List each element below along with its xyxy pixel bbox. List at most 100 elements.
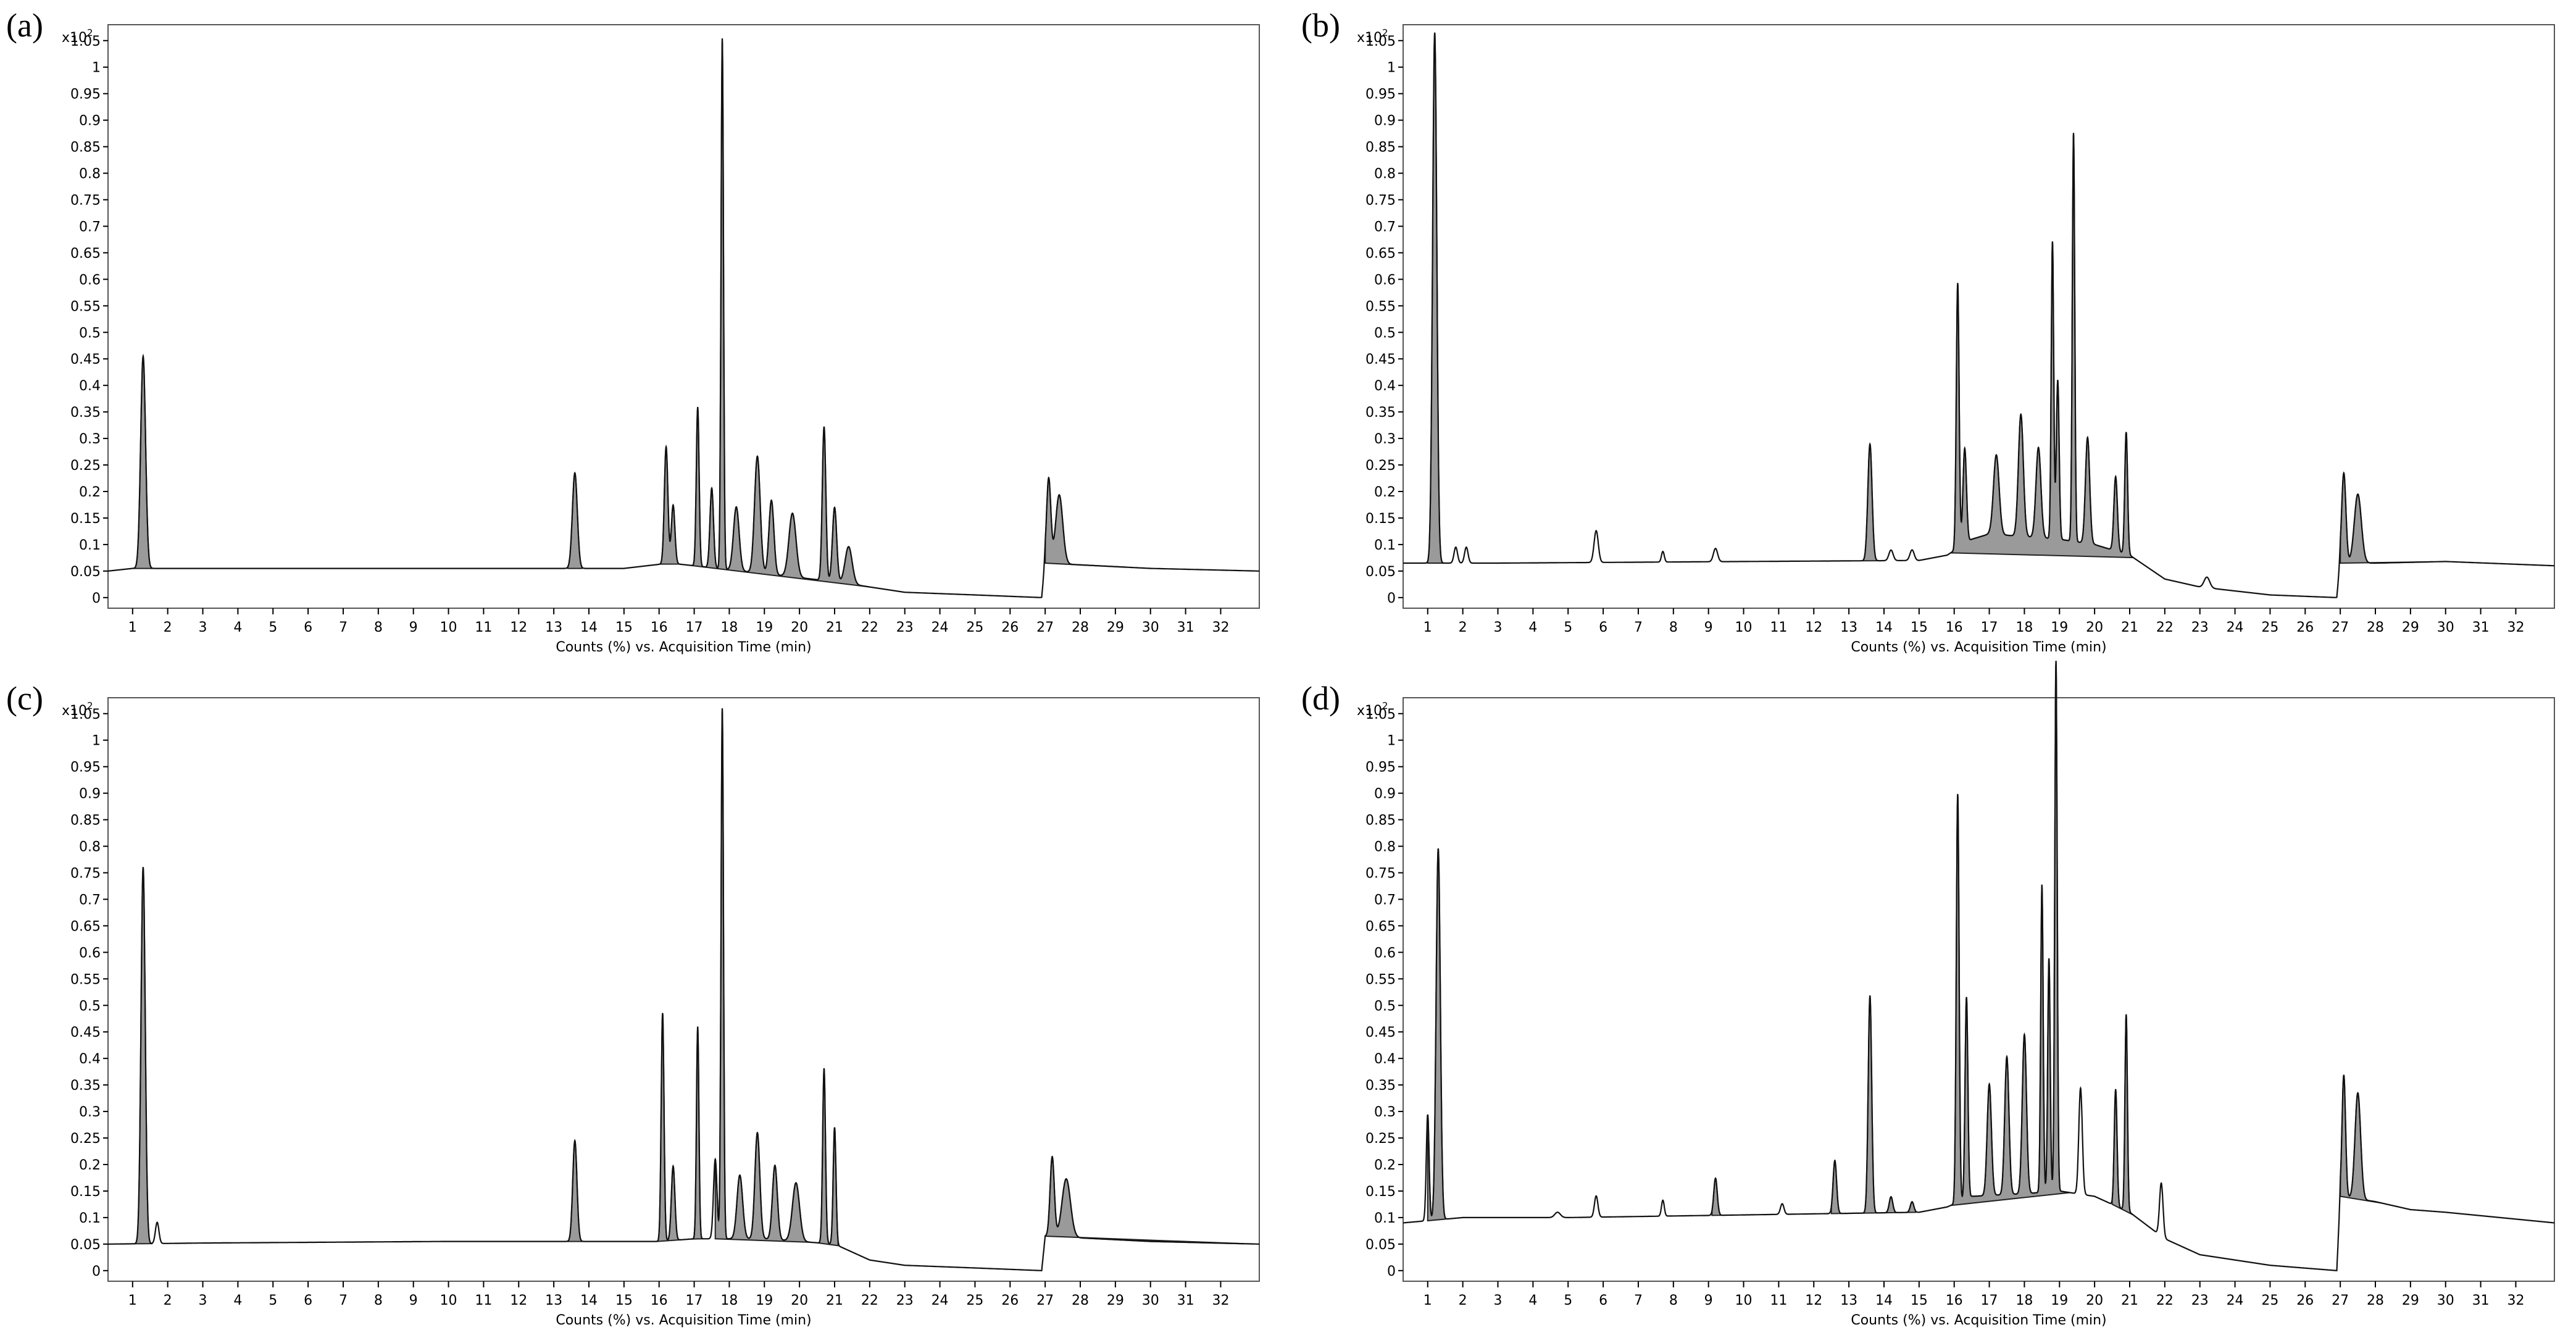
x-axis-title: Counts (%) vs. Acquisition Time (min) xyxy=(1851,640,2106,655)
y-tick-label: 0.15 xyxy=(70,511,101,527)
x-tick-label: 19 xyxy=(2051,1293,2068,1308)
chart-panel-d: (d) 0 0.05 0.1 0.15 0.2 0.25 0.3 0.35 0.4 0.45 0.5… xyxy=(1301,661,2561,1328)
x-tick-label: 11 xyxy=(1770,1293,1787,1308)
y-tick-label: 0.2 xyxy=(79,485,101,500)
x-tick-label: 3 xyxy=(1494,1293,1503,1308)
x-tick-label: 1 xyxy=(128,620,137,635)
chart-panel-c: (c) 0 0.05 0.1 0.15 0.2 0.25 0.3 0.35 0.4 0.45 0.5… xyxy=(6,679,1265,1328)
x-tick-label: 2 xyxy=(164,1293,172,1308)
y-tick-label: 0.65 xyxy=(1365,919,1396,934)
y-tick-label: 0.1 xyxy=(1374,1211,1396,1226)
plot-frame xyxy=(107,697,1260,1282)
plot-frame xyxy=(1403,24,2555,609)
x-tick-label: 23 xyxy=(2191,620,2209,635)
x-tick-label: 32 xyxy=(2507,620,2524,635)
x-tick-label: 30 xyxy=(2437,1293,2454,1308)
x-tick-label: 4 xyxy=(233,1293,242,1308)
chromatogram-chart: 0 0.05 0.1 0.15 0.2 0.25 0.3 0.35 0.4 0.45 0.5 0.55… xyxy=(62,697,1260,1328)
x-tick-label: 18 xyxy=(2015,1293,2033,1308)
x-tick-label: 7 xyxy=(1634,620,1643,635)
x-tick-label: 31 xyxy=(1177,620,1194,635)
chromatogram-trace xyxy=(107,38,1260,598)
chromatogram-trace xyxy=(1403,661,2555,1271)
x-tick-label: 24 xyxy=(2227,620,2244,635)
x-tick-label: 16 xyxy=(651,1293,668,1308)
x-tick-label: 21 xyxy=(2121,620,2138,635)
x-tick-label: 26 xyxy=(2296,1293,2314,1308)
x-tick-label: 7 xyxy=(339,1293,348,1308)
x-tick-label: 23 xyxy=(2191,1293,2209,1308)
x-tick-label: 19 xyxy=(756,1293,773,1308)
x-tick-label: 28 xyxy=(1072,620,1089,635)
x-tick-label: 12 xyxy=(1805,1293,1822,1308)
chromatogram-chart: 0 0.05 0.1 0.15 0.2 0.25 0.3 0.35 0.4 0.45 0.5 0.55… xyxy=(1357,24,2555,655)
x-tick-label: 10 xyxy=(440,1293,457,1308)
y-tick-label: 0.35 xyxy=(70,405,101,420)
y-tick-label: 0.95 xyxy=(70,760,101,776)
y-tick-label: 0.4 xyxy=(79,379,101,394)
x-tick-label: 31 xyxy=(2472,1293,2490,1308)
x-tick-label: 14 xyxy=(1875,620,1893,635)
y-tick-label: 0.85 xyxy=(1365,813,1396,829)
y-tick-label: 0.45 xyxy=(1365,352,1396,367)
x-tick-label: 13 xyxy=(1840,1293,1857,1308)
x-tick-label: 21 xyxy=(826,1293,843,1308)
x-tick-label: 24 xyxy=(2227,1293,2244,1308)
y-tick-label: 0.3 xyxy=(79,432,101,447)
y-tick-label: 0.15 xyxy=(1365,511,1396,527)
chromatogram-trace xyxy=(1403,32,2554,598)
x-tick-label: 28 xyxy=(2367,1293,2384,1308)
y-tick-label: 0 xyxy=(92,1264,101,1279)
x-tick-label: 14 xyxy=(580,1293,598,1308)
y-tick-label: 0.9 xyxy=(79,114,101,129)
y-tick-label: 0.4 xyxy=(1374,379,1396,394)
x-tick-label: 4 xyxy=(1528,1293,1537,1308)
x-tick-label: 9 xyxy=(1704,620,1713,635)
x-tick-label: 15 xyxy=(1911,620,1928,635)
y-tick-label: 0.25 xyxy=(70,1131,101,1147)
x-tick-label: 16 xyxy=(1946,620,1963,635)
x-tick-label: 29 xyxy=(1107,1293,1124,1308)
x-tick-label: 1 xyxy=(1423,1293,1432,1308)
x-tick-label: 5 xyxy=(269,1293,277,1308)
x-tick-label: 8 xyxy=(1669,620,1678,635)
x-tick-label: 31 xyxy=(2472,620,2490,635)
y-tick-label: 0.5 xyxy=(1374,998,1396,1014)
y-tick-label: 0.25 xyxy=(1365,1131,1396,1147)
panel-label: (c) xyxy=(6,680,43,717)
x-tick-label: 27 xyxy=(2332,620,2349,635)
x-tick-label: 29 xyxy=(2402,1293,2419,1308)
x-tick-label: 5 xyxy=(269,620,277,635)
y-tick-label: 0.55 xyxy=(70,972,101,987)
x-tick-label: 4 xyxy=(1528,620,1537,635)
x-tick-label: 10 xyxy=(1735,1293,1753,1308)
y-tick-label: 0.8 xyxy=(1374,167,1396,182)
x-tick-label: 3 xyxy=(1494,620,1503,635)
y-tick-label: 0.75 xyxy=(70,866,101,882)
y-tick-label: 0.05 xyxy=(70,1237,101,1253)
x-tick-label: 13 xyxy=(545,620,562,635)
y-tick-label: 0.75 xyxy=(1365,866,1396,882)
x-tick-label: 26 xyxy=(1001,620,1019,635)
y-tick-label: 0.15 xyxy=(1365,1184,1396,1200)
x-tick-label: 17 xyxy=(686,620,703,635)
y-tick-label: 0.3 xyxy=(1374,432,1396,447)
y-tick-label: 0.75 xyxy=(70,193,101,209)
y-tick-label: 0.05 xyxy=(1365,1237,1396,1253)
x-tick-label: 17 xyxy=(686,1293,703,1308)
y-tick-label: 0.6 xyxy=(1374,945,1396,961)
x-tick-label: 6 xyxy=(304,620,312,635)
x-tick-label: 11 xyxy=(1770,620,1787,635)
x-tick-label: 26 xyxy=(1001,1293,1019,1308)
y-tick-label: 0.45 xyxy=(1365,1025,1396,1040)
x-tick-label: 16 xyxy=(1946,1293,1963,1308)
x-tick-label: 30 xyxy=(2437,620,2454,635)
x-tick-label: 32 xyxy=(2507,1293,2524,1308)
x-tick-label: 25 xyxy=(966,620,983,635)
x-tick-label: 7 xyxy=(1634,1293,1643,1308)
x-tick-label: 23 xyxy=(896,620,914,635)
x-tick-label: 15 xyxy=(615,620,633,635)
x-tick-label: 3 xyxy=(199,1293,207,1308)
y-tick-label: 0.3 xyxy=(79,1105,101,1120)
x-tick-label: 9 xyxy=(409,620,418,635)
